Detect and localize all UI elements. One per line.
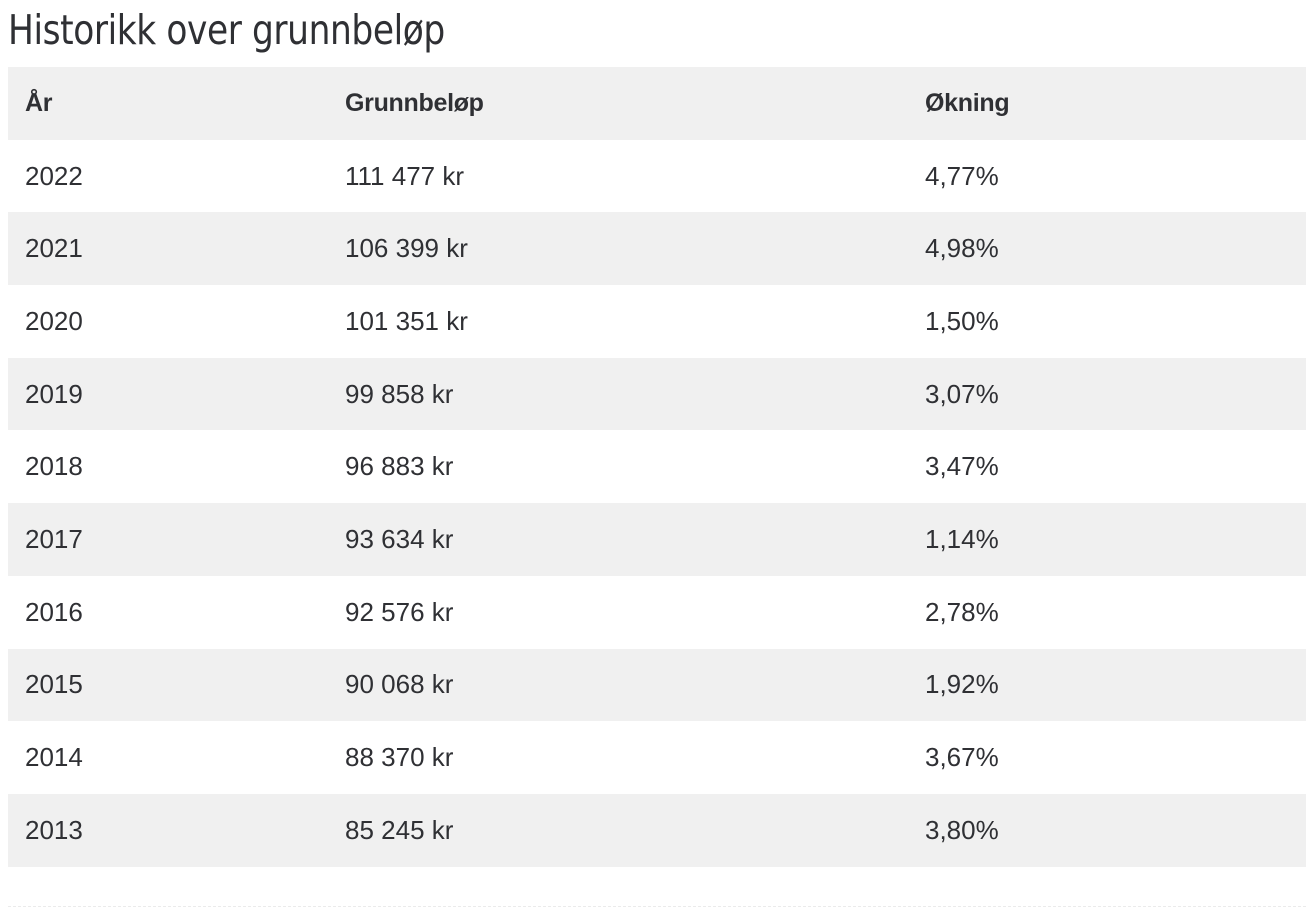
- cell-amount: 85 245 kr: [345, 814, 454, 845]
- page-title: Historikk over grunnbeløp: [8, 6, 445, 54]
- table-row: 2016 92 576 kr 2,78%: [8, 575, 1306, 649]
- cell-amount: 99 858 kr: [345, 378, 454, 409]
- cell-year: 2021: [25, 233, 83, 264]
- cell-year: 2017: [25, 523, 83, 554]
- grunnbelop-history-table: År Grunnbeløp Økning 2022 111 477 kr 4,7…: [8, 67, 1306, 867]
- table-row: 2013 85 245 kr 3,80%: [8, 793, 1306, 867]
- cell-increase: 1,92%: [925, 669, 999, 700]
- cell-amount: 92 576 kr: [345, 596, 454, 627]
- table-row: 2020 101 351 kr 1,50%: [8, 285, 1306, 358]
- column-header-increase: Økning: [925, 88, 1010, 117]
- cell-year: 2018: [25, 451, 83, 482]
- table-row: 2014 88 370 kr 3,67%: [8, 721, 1306, 794]
- cell-year: 2016: [25, 596, 83, 627]
- table-row: 2017 93 634 kr 1,14%: [8, 503, 1306, 576]
- cell-year: 2014: [25, 742, 83, 773]
- cell-increase: 2,78%: [925, 596, 999, 627]
- cell-year: 2022: [25, 160, 83, 191]
- cell-amount: 88 370 kr: [345, 742, 454, 773]
- cell-increase: 3,07%: [925, 378, 999, 409]
- cell-increase: 4,98%: [925, 233, 999, 264]
- cell-increase: 3,47%: [925, 451, 999, 482]
- cell-year: 2019: [25, 378, 83, 409]
- table-row: 2019 99 858 kr 3,07%: [8, 357, 1306, 431]
- bottom-divider: [8, 906, 1306, 907]
- table-header: År Grunnbeløp Økning: [8, 67, 1306, 140]
- cell-year: 2020: [25, 305, 83, 336]
- cell-increase: 1,50%: [925, 305, 999, 336]
- column-header-amount: Grunnbeløp: [345, 88, 484, 117]
- cell-amount: 106 399 kr: [345, 233, 468, 264]
- page-content: Historikk over grunnbeløp År Grunnbeløp …: [8, 0, 1306, 867]
- cell-increase: 3,80%: [925, 814, 999, 845]
- cell-increase: 4,77%: [925, 160, 999, 191]
- cell-amount: 111 477 kr: [345, 160, 465, 191]
- table-row: 2015 90 068 kr 1,92%: [8, 648, 1306, 722]
- table-row: 2018 96 883 kr 3,47%: [8, 430, 1306, 504]
- cell-amount: 101 351 kr: [345, 305, 468, 336]
- table-header-row: År Grunnbeløp Økning: [8, 67, 1306, 140]
- cell-amount: 90 068 kr: [345, 669, 454, 700]
- cell-year: 2015: [25, 669, 83, 700]
- cell-increase: 1,14%: [925, 523, 999, 554]
- table-row: 2021 106 399 kr 4,98%: [8, 212, 1306, 286]
- table-body: 2022 111 477 kr 4,77% 2021 106 399 kr 4,…: [8, 139, 1306, 867]
- cell-increase: 3,67%: [925, 742, 999, 773]
- cell-year: 2013: [25, 814, 83, 845]
- column-header-year: År: [25, 88, 53, 117]
- table-row: 2022 111 477 kr 4,77%: [8, 139, 1306, 213]
- cell-amount: 93 634 kr: [345, 523, 454, 554]
- cell-amount: 96 883 kr: [345, 451, 454, 482]
